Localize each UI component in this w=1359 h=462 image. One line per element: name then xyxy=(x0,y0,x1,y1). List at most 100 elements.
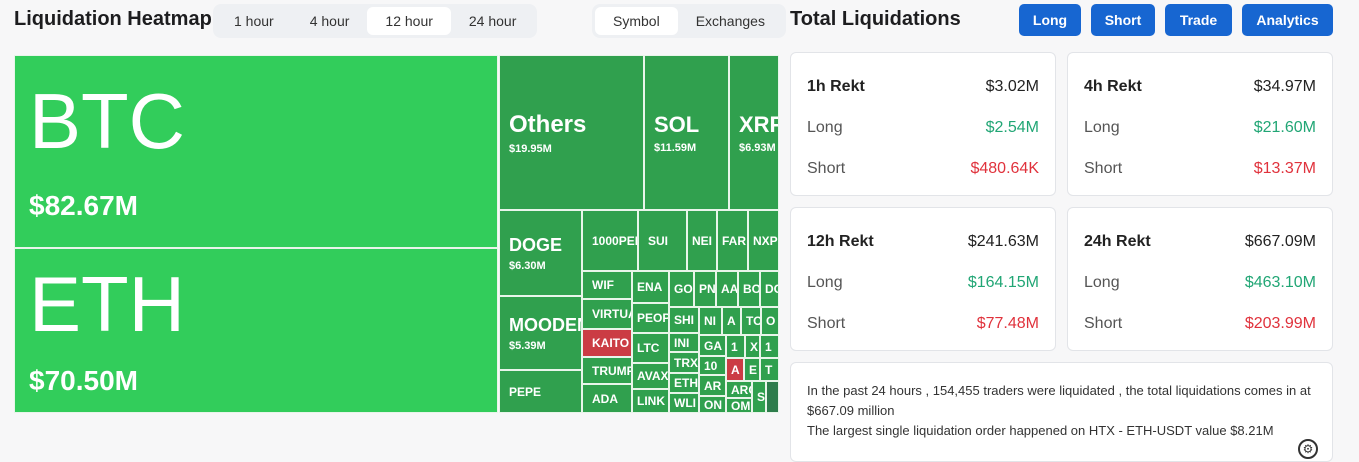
tile-kaito[interactable]: KAITO xyxy=(582,329,632,357)
card-label: 4h Rekt xyxy=(1084,77,1142,95)
tile-symbol: A xyxy=(727,314,736,328)
tile-ada[interactable]: ADA xyxy=(582,384,632,413)
tile-symbol: PEOP xyxy=(637,311,669,325)
tile-symbol: 1 xyxy=(765,339,772,354)
tile-symbol: BO xyxy=(743,282,760,296)
tile-symbol: ETH xyxy=(674,376,698,390)
tab-24-hour[interactable]: 24 hour xyxy=(468,13,517,29)
long-button[interactable]: Long xyxy=(1019,4,1081,36)
tab-1-hour[interactable]: 1 hour xyxy=(234,13,274,29)
tile-on[interactable]: ON xyxy=(699,396,726,413)
tile-pn[interactable]: PN xyxy=(694,271,716,307)
tile-symbol: ON xyxy=(704,397,722,412)
tile-wli[interactable]: WLI xyxy=(669,393,699,413)
tile-symbol: ENA xyxy=(637,280,663,294)
tab-4-hour[interactable]: 4 hour xyxy=(309,13,350,29)
tile-trump[interactable]: TRUMP xyxy=(582,357,632,384)
card-total: $3.02M xyxy=(985,77,1039,95)
rekt-card: 24h Rekt $667.09M Long $463.10M Short $203.… xyxy=(1067,207,1333,351)
tile-others[interactable]: Others $19.95M xyxy=(499,55,644,210)
tile-go[interactable]: GO xyxy=(669,271,694,307)
tile-symbol: NEI xyxy=(692,233,713,248)
tile-t[interactable]: T xyxy=(760,358,779,381)
tile-link[interactable]: LINK xyxy=(632,389,669,413)
tile-symbol: ADA xyxy=(592,391,618,406)
tile-a[interactable]: A xyxy=(726,358,744,381)
tile-eth[interactable]: ETH xyxy=(669,373,699,393)
tile-aa[interactable]: AA xyxy=(716,271,738,307)
trade-button[interactable]: Trade xyxy=(1165,4,1232,36)
tile-value: $19.95M xyxy=(509,142,552,155)
summary-text: In the past 24 hours , 154,455 traders w… xyxy=(807,383,1311,418)
tile-symbol: AA xyxy=(721,282,738,296)
tile-trx[interactable]: TRX xyxy=(669,352,699,373)
tile-sui[interactable]: SUI xyxy=(638,210,687,271)
long-value: $463.10M xyxy=(1244,273,1316,291)
tile-avax[interactable]: AVAX xyxy=(632,363,669,389)
tile-virtua[interactable]: VIRTUA xyxy=(582,299,632,329)
tile-s[interactable]: S xyxy=(752,381,766,413)
analytics-button[interactable]: Analytics xyxy=(1242,4,1333,36)
long-value: $164.15M xyxy=(967,273,1039,291)
rekt-card: 12h Rekt $241.63M Long $164.15M Short $77.4… xyxy=(790,207,1056,351)
tile-bo[interactable]: BO xyxy=(738,271,760,307)
tile-symbol: SHI xyxy=(674,313,695,327)
tile-om[interactable]: OM xyxy=(726,398,752,413)
tile-xrp[interactable]: XRP $6.93M xyxy=(729,55,779,210)
tile-e[interactable]: E xyxy=(744,358,760,381)
short-label: Short xyxy=(1084,159,1123,177)
tile-ltc[interactable]: LTC xyxy=(632,333,669,363)
tile-1[interactable]: 1 xyxy=(760,335,779,358)
tile-1000pep[interactable]: 1000PEP xyxy=(582,210,638,271)
tile-doge[interactable]: DOGE $6.30M xyxy=(499,210,582,296)
tile-ni[interactable]: NI xyxy=(699,307,722,335)
tile-do[interactable]: DO xyxy=(760,271,779,307)
tile-a[interactable]: A xyxy=(722,307,741,335)
card-total: $34.97M xyxy=(1253,77,1316,95)
tile-shi[interactable]: SHI xyxy=(669,307,699,333)
heatmap-title: Liquidation Heatmap xyxy=(14,8,212,30)
tab-symbol[interactable]: Symbol xyxy=(595,7,678,35)
tile-symbol: TRUMP xyxy=(592,363,632,378)
tile-symbol: LINK xyxy=(637,394,665,408)
tile-x[interactable]: X xyxy=(745,335,760,358)
tile-ena[interactable]: ENA xyxy=(632,271,669,303)
tile-symbol: WLI xyxy=(674,396,696,410)
tile-symbol: NXP xyxy=(753,233,778,248)
tile-unlabeled[interactable] xyxy=(766,381,779,413)
tile-ar[interactable]: AR xyxy=(699,375,726,396)
tab-exchanges[interactable]: Exchanges xyxy=(695,13,765,29)
tile-o[interactable]: O xyxy=(761,307,779,335)
tile-symbol: 1 xyxy=(731,339,738,354)
tile-ini[interactable]: INI xyxy=(669,333,699,352)
tile-10[interactable]: 10 xyxy=(699,356,726,375)
tile-nxp[interactable]: NXP xyxy=(748,210,779,271)
tile-eth[interactable]: ETH $70.50M xyxy=(14,248,498,413)
long-value: $21.60M xyxy=(1253,118,1316,136)
tile-symbol: 10 xyxy=(704,358,718,373)
tile-mooden[interactable]: MOODEN $5.39M xyxy=(499,296,582,370)
tile-nei[interactable]: NEI xyxy=(687,210,717,271)
tile-to[interactable]: TO xyxy=(741,307,761,335)
tile-far[interactable]: FAR xyxy=(717,210,748,271)
short-label: Short xyxy=(1084,314,1123,332)
tab-12-hour[interactable]: 12 hour xyxy=(367,7,451,35)
rekt-card: 1h Rekt $3.02M Long $2.54M Short $480.64K xyxy=(790,52,1056,196)
tile-symbol: PEPE xyxy=(509,384,542,399)
tile-sol[interactable]: SOL $11.59M xyxy=(644,55,729,210)
tile-symbol: VIRTUA xyxy=(592,307,631,321)
largest-order-text: The largest single liquidation order hap… xyxy=(807,423,1274,438)
tile-ga[interactable]: GA xyxy=(699,335,726,356)
tile-1[interactable]: 1 xyxy=(726,335,745,358)
tile-arg[interactable]: ARG xyxy=(726,381,752,398)
tile-wif[interactable]: WIF xyxy=(582,271,632,299)
tile-symbol: FAR xyxy=(722,233,746,248)
tile-symbol: SOL xyxy=(654,111,700,137)
tile-btc[interactable]: BTC $82.67M xyxy=(14,55,498,248)
settings-icon[interactable]: ⚙ xyxy=(1298,439,1318,459)
tile-peop[interactable]: PEOP xyxy=(632,303,669,333)
tile-symbol: AR xyxy=(704,378,722,393)
long-label: Long xyxy=(1084,273,1120,291)
tile-pepe[interactable]: PEPE xyxy=(499,370,582,413)
short-button[interactable]: Short xyxy=(1091,4,1155,36)
